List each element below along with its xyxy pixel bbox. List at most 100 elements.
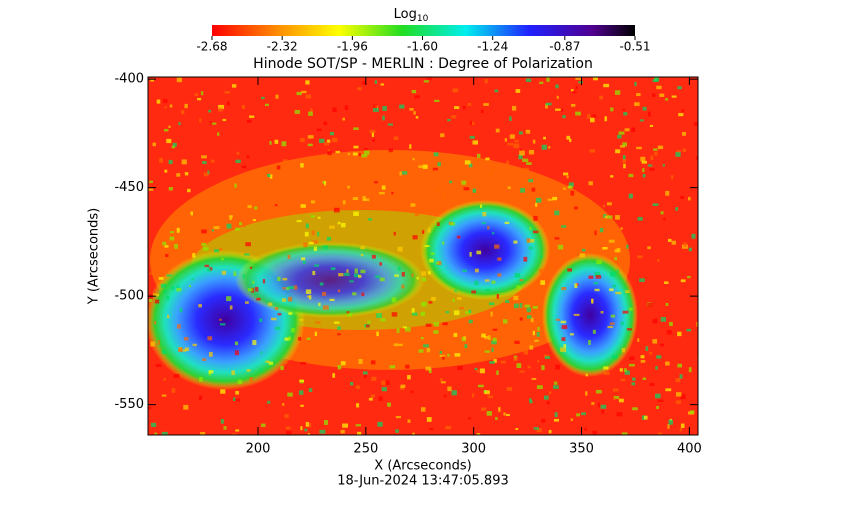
texture-speck xyxy=(513,356,518,361)
texture-speck xyxy=(481,407,487,411)
texture-speck xyxy=(305,421,310,427)
texture-speck xyxy=(602,247,608,250)
texture-speck xyxy=(535,197,542,203)
texture-speck xyxy=(449,222,456,226)
texture-speck xyxy=(636,93,641,97)
texture-speck xyxy=(218,248,223,251)
plot-frame xyxy=(147,76,699,436)
texture-speck xyxy=(569,138,572,143)
texture-speck xyxy=(636,146,642,150)
texture-speck xyxy=(612,284,617,288)
texture-speck xyxy=(529,400,533,404)
texture-speck xyxy=(158,277,164,280)
texture-speck xyxy=(368,218,372,221)
texture-speck xyxy=(491,347,494,353)
texture-speck xyxy=(365,324,370,328)
texture-speck xyxy=(317,216,321,219)
texture-speck xyxy=(607,202,612,206)
texture-speck xyxy=(656,85,662,90)
texture-speck xyxy=(435,188,441,193)
texture-speck xyxy=(337,289,341,293)
texture-speck xyxy=(245,301,249,304)
texture-speck xyxy=(176,288,182,292)
texture-speck xyxy=(447,119,451,122)
texture-speck xyxy=(629,307,633,311)
texture-speck xyxy=(620,321,624,326)
texture-speck xyxy=(388,148,393,153)
texture-speck xyxy=(631,127,636,133)
texture-speck xyxy=(625,290,630,293)
texture-speck xyxy=(515,89,521,93)
texture-speck xyxy=(519,370,525,373)
texture-speck xyxy=(613,397,616,401)
x-tick-label: 200 xyxy=(246,442,271,457)
texture-speck xyxy=(468,309,472,313)
texture-speck xyxy=(537,326,540,331)
texture-speck xyxy=(518,131,523,135)
texture-speck xyxy=(229,216,233,221)
texture-speck xyxy=(395,429,399,433)
texture-speck xyxy=(281,141,287,147)
texture-speck xyxy=(177,324,181,329)
texture-speck xyxy=(380,83,385,86)
texture-speck xyxy=(352,197,359,201)
texture-speck xyxy=(176,285,180,288)
texture-speck xyxy=(368,397,373,401)
texture-speck xyxy=(247,204,252,209)
texture-speck xyxy=(486,411,492,416)
texture-speck xyxy=(405,364,410,369)
texture-speck xyxy=(622,159,627,163)
texture-speck xyxy=(687,275,691,279)
texture-speck xyxy=(221,258,224,261)
texture-speck xyxy=(597,403,601,408)
texture-speck xyxy=(519,148,522,152)
texture-speck xyxy=(629,363,635,367)
texture-speck xyxy=(400,342,407,348)
texture-speck xyxy=(256,297,261,301)
texture-speck xyxy=(234,350,239,356)
texture-speck xyxy=(498,407,501,412)
texture-speck xyxy=(671,174,674,180)
texture-speck xyxy=(545,103,548,109)
texture-speck xyxy=(281,298,287,302)
texture-speck xyxy=(372,139,376,142)
texture-speck xyxy=(220,389,226,394)
texture-speck xyxy=(161,349,167,354)
texture-speck xyxy=(342,117,346,121)
texture-speck xyxy=(157,340,161,345)
texture-speck xyxy=(204,264,210,268)
texture-speck xyxy=(214,249,220,253)
texture-speck xyxy=(601,409,605,414)
texture-speck xyxy=(371,131,375,137)
texture-speck xyxy=(153,293,160,297)
texture-speck xyxy=(420,337,424,340)
texture-speck xyxy=(360,269,366,274)
texture-speck xyxy=(422,277,426,282)
texture-speck xyxy=(210,122,217,125)
texture-speck xyxy=(688,247,692,252)
texture-speck xyxy=(647,111,651,117)
texture-speck xyxy=(434,99,440,102)
texture-speck xyxy=(523,256,528,262)
texture-speck xyxy=(647,302,653,307)
texture-speck xyxy=(481,222,486,225)
texture-speck xyxy=(561,325,568,330)
texture-speck xyxy=(474,268,479,273)
texture-speck xyxy=(519,317,523,321)
texture-speck xyxy=(652,203,659,206)
texture-speck xyxy=(324,420,329,425)
texture-speck xyxy=(579,253,586,258)
texture-speck xyxy=(151,422,157,427)
texture-speck xyxy=(308,111,313,116)
texture-speck xyxy=(574,283,578,289)
texture-speck xyxy=(524,304,530,308)
y-tick-label: -500 xyxy=(114,289,144,304)
x-axis-label: X (Arcseconds) xyxy=(374,459,471,474)
texture-speck xyxy=(572,91,577,94)
texture-speck xyxy=(622,142,628,147)
texture-speck xyxy=(307,135,314,139)
texture-speck xyxy=(287,392,293,397)
texture-speck xyxy=(599,95,604,100)
texture-speck xyxy=(294,109,301,114)
texture-speck xyxy=(288,336,292,341)
